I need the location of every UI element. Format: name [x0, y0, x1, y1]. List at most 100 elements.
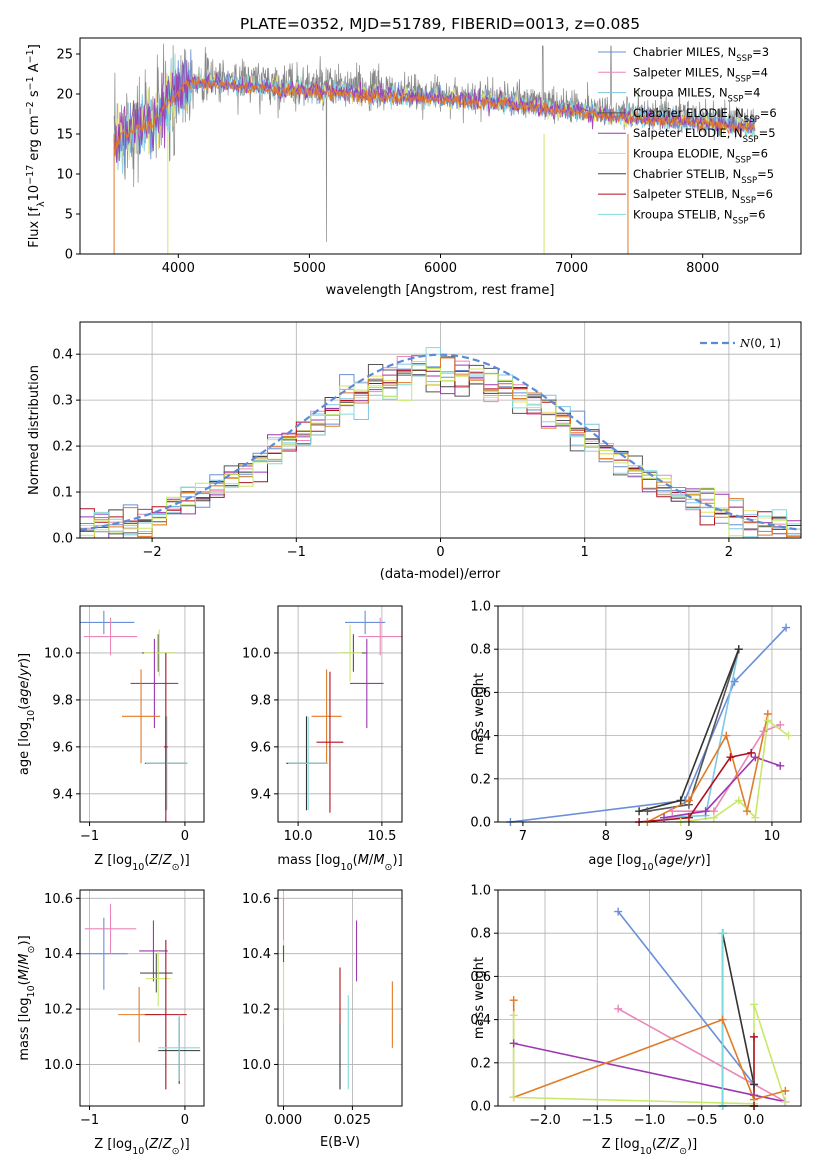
label-part: (	[652, 1137, 657, 1152]
label-part: A	[27, 63, 42, 76]
label-part: (	[17, 980, 32, 985]
legend-subscript: SSP	[733, 216, 749, 226]
label-part: −2	[25, 101, 36, 115]
y-tick-label: 0.4	[52, 348, 73, 363]
label-part: age [log	[588, 853, 641, 868]
label-part: M	[17, 953, 32, 964]
y-tick-label: 10.0	[44, 1058, 73, 1073]
weight-marker	[684, 796, 693, 805]
y-tick-label: 0.3	[52, 394, 73, 409]
y-axis-label: mass weight	[472, 957, 487, 1039]
label-part: (	[654, 853, 659, 868]
legend-tail: =5	[757, 167, 774, 181]
plot-area	[510, 627, 789, 822]
y-tick-label: 1.0	[470, 884, 491, 899]
legend-entry: Chabrier STELIB, NSSP=5	[633, 167, 774, 186]
label-part: age	[17, 680, 32, 704]
legend-subscript: SSP	[736, 54, 752, 64]
legend-text: N	[739, 336, 751, 350]
x-tick-label: −1	[287, 545, 306, 560]
label-part: M	[373, 853, 384, 868]
legend-text: Kroupa STELIB, N	[633, 207, 733, 221]
label-part: ]	[27, 44, 42, 49]
gaussian-curve	[80, 353, 801, 531]
label-part: 10	[640, 1146, 652, 1157]
legend-entry: Chabrier ELODIE, NSSP=6	[633, 106, 777, 125]
weight-line	[617, 1008, 786, 1103]
y-tick-label: 9.8	[250, 693, 271, 708]
y-tick-label: 10	[56, 168, 73, 183]
x-tick-label: −2	[143, 545, 162, 560]
legend-subscript: SSP	[744, 115, 760, 125]
x-tick-label: −2.0	[529, 1113, 561, 1128]
legend-subscript: SSP	[740, 196, 756, 206]
x-axis-label: E(B-V)	[320, 1135, 360, 1150]
legend-entry: Chabrier MILES, NSSP=3	[633, 45, 769, 64]
legend-entry: Salpeter MILES, NSSP=4	[633, 65, 768, 84]
x-tick-label: 0	[181, 829, 189, 844]
x-tick-label: −1.0	[634, 1113, 666, 1128]
y-tick-label: 9.6	[250, 740, 271, 755]
label-part: M	[17, 969, 32, 980]
legend-text: Salpeter ELODIE, N	[633, 126, 743, 140]
weight-marker	[718, 1015, 727, 1024]
label-part: mass [log	[17, 997, 32, 1060]
label-part: )]	[700, 853, 710, 868]
y-tick-label: 10.0	[242, 646, 271, 661]
x-tick-label: 0.000	[265, 1113, 302, 1128]
y-tick-label: 0.6	[470, 686, 491, 701]
x-tick-label: 5000	[293, 261, 326, 276]
label-part: M	[358, 853, 369, 868]
weight-marker	[709, 813, 718, 822]
weight-marker	[776, 720, 785, 729]
legend-subscript: SSP	[741, 176, 757, 186]
plot-area	[80, 610, 188, 822]
y-tick-label: 10.4	[242, 947, 271, 962]
y-tick-label: 0.0	[470, 816, 491, 831]
label-part: /	[158, 853, 163, 868]
x-tick-label: 10	[764, 829, 781, 844]
weight-marker	[749, 1080, 758, 1089]
x-tick-label: −1.5	[581, 1113, 613, 1128]
x-tick-label: 6000	[424, 261, 457, 276]
y-tick-label: 5	[65, 208, 73, 223]
label-part: mass [log	[277, 853, 340, 868]
legend-subscript: SSP	[743, 135, 759, 145]
weight-marker	[718, 929, 727, 938]
label-part: )]	[180, 1137, 190, 1152]
weight-marker	[763, 716, 772, 725]
weight-marker	[734, 796, 743, 805]
label-part: yr	[17, 661, 32, 677]
x-tick-label: 0.025	[334, 1113, 371, 1128]
weight-line	[721, 933, 754, 1106]
label-part: ⊙	[679, 1146, 687, 1157]
weight-marker	[759, 727, 768, 736]
x-tick-label: −1	[80, 1113, 99, 1128]
weight-marker	[782, 623, 791, 632]
label-part: /	[683, 853, 688, 868]
legend-text: Salpeter MILES, N	[633, 65, 735, 79]
y-tick-label: 10.6	[44, 892, 73, 907]
label-part: Z	[162, 853, 173, 868]
legend-entry: Kroupa STELIB, NSSP=6	[633, 207, 765, 226]
legend-tail: =5	[759, 126, 776, 140]
weight-line	[647, 648, 740, 812]
y-axis-label: Normed distribution	[27, 365, 42, 495]
y-tick-label: 0.6	[470, 970, 491, 985]
x-tick-label: 4000	[162, 261, 195, 276]
y-axis-label: mass weight	[472, 673, 487, 755]
axes-frame	[79, 605, 205, 823]
weight-marker	[635, 807, 644, 816]
axes-frame	[497, 605, 802, 823]
label-part: 10	[27, 185, 42, 202]
label-part: Z [log	[602, 1137, 640, 1152]
x-axis-label: age [log10(age/yr)]	[588, 853, 710, 873]
y-tick-label: 10.0	[242, 1058, 271, 1073]
y-tick-label: 0.0	[52, 532, 73, 547]
weight-marker	[730, 677, 739, 686]
legend-text: Chabrier MILES, N	[633, 45, 736, 59]
label-part: /	[17, 964, 32, 969]
weight-marker	[509, 1093, 518, 1102]
